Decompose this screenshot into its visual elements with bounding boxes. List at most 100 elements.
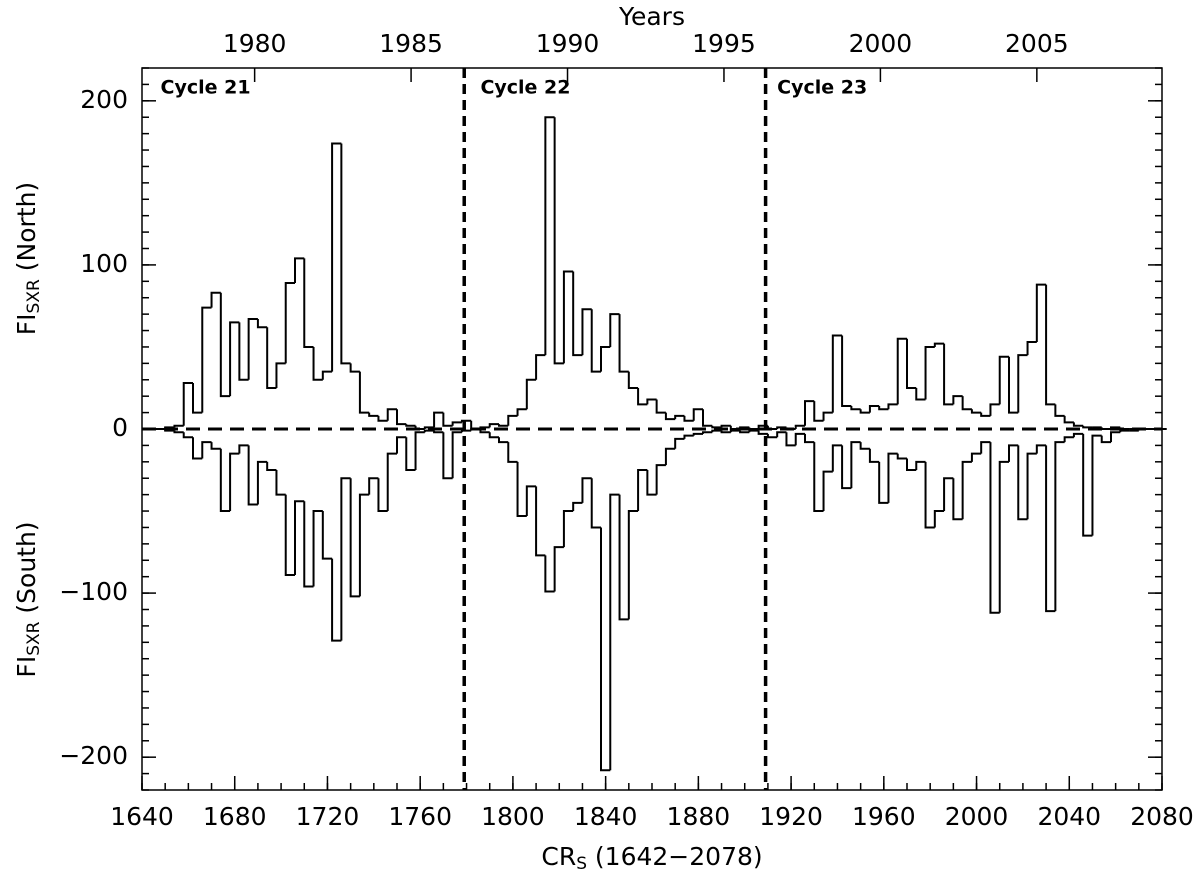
step-segment xyxy=(488,423,499,428)
step-segment xyxy=(266,461,277,472)
step-segment xyxy=(498,437,509,444)
step-segment xyxy=(358,371,370,414)
step-segment xyxy=(173,430,184,434)
step-segment xyxy=(312,346,323,381)
step-segment xyxy=(525,378,537,410)
step-segment xyxy=(739,426,750,429)
step-segment xyxy=(692,432,703,436)
step-segment xyxy=(600,527,611,772)
step-segment xyxy=(562,270,574,364)
step-segment xyxy=(600,345,611,372)
step-segment xyxy=(219,448,231,513)
y-axis-label-north-sub: SXR xyxy=(24,279,44,313)
x-tick-label: 1720 xyxy=(296,802,360,831)
step-segment xyxy=(748,429,759,433)
x2-tick-label: 2000 xyxy=(849,29,913,58)
step-segment xyxy=(396,436,407,454)
x-tick-label: 1880 xyxy=(667,802,731,831)
step-segment xyxy=(850,406,861,411)
y-axis-label-north-suffix: (North) xyxy=(12,182,41,279)
step-segment xyxy=(627,371,639,389)
step-segment xyxy=(562,510,574,548)
step-segment xyxy=(683,434,694,439)
step-segment xyxy=(507,442,518,463)
step-segment xyxy=(1054,441,1065,612)
step-segment xyxy=(646,398,657,405)
step-segment xyxy=(321,370,333,380)
step-segment xyxy=(238,444,249,454)
cycle-label: Cycle 23 xyxy=(777,77,867,99)
step-segment xyxy=(1082,433,1093,537)
step-segment xyxy=(1072,432,1084,438)
step-segment xyxy=(1137,428,1149,431)
y-axis-label-north-main: FI xyxy=(12,313,41,335)
x-tick-label: 1680 xyxy=(203,802,267,831)
y-axis-label-south-suffix: (South) xyxy=(12,521,41,621)
step-segment xyxy=(553,546,564,592)
step-segment xyxy=(349,478,360,598)
step-segment xyxy=(451,421,462,426)
step-segment xyxy=(433,430,444,434)
step-segment xyxy=(748,427,759,430)
step-segment xyxy=(674,414,685,420)
step-segment xyxy=(943,477,954,512)
step-segment xyxy=(609,313,620,347)
step-segment xyxy=(933,342,945,347)
step-segment xyxy=(776,431,787,438)
step-segment xyxy=(553,117,564,365)
x-axis-label-main: CR xyxy=(541,842,576,871)
step-segment xyxy=(841,445,852,490)
step-segment xyxy=(581,308,592,356)
step-segment xyxy=(989,442,1000,614)
step-segment xyxy=(702,431,713,434)
x-axis-label-sub: S xyxy=(576,854,587,874)
x-tick-label: 1960 xyxy=(852,802,916,831)
step-segment xyxy=(804,433,815,444)
step-segment xyxy=(238,322,249,381)
step-segment xyxy=(423,426,435,429)
step-segment xyxy=(451,431,462,479)
step-segment xyxy=(961,396,972,411)
step-segment xyxy=(1082,425,1093,429)
step-segment xyxy=(368,412,379,417)
step-segment xyxy=(1026,452,1037,520)
step-segment xyxy=(757,424,768,429)
step-segment xyxy=(868,448,880,463)
step-segment xyxy=(256,460,268,505)
step-segment xyxy=(822,470,833,512)
step-segment xyxy=(878,406,889,411)
step-segment xyxy=(924,461,935,529)
step-segment xyxy=(952,478,963,521)
step-segment xyxy=(655,464,666,495)
step-segment xyxy=(1008,444,1019,462)
step-segment xyxy=(294,500,305,576)
y-axis-label-north: FISXR (North) xyxy=(12,182,44,335)
step-segment xyxy=(192,437,203,460)
step-segment xyxy=(1045,445,1056,613)
x-tick-label: 1760 xyxy=(388,802,452,831)
step-segment xyxy=(377,415,388,422)
step-segment xyxy=(609,493,620,771)
step-segment xyxy=(915,460,926,471)
step-segment xyxy=(247,445,258,506)
step-segment xyxy=(590,309,601,373)
step-segment xyxy=(729,425,741,430)
step-segment xyxy=(182,382,193,426)
y-tick-label: 200 xyxy=(80,85,128,114)
step-segment xyxy=(637,387,648,406)
step-segment xyxy=(442,412,453,427)
step-segment xyxy=(256,319,268,329)
step-segment xyxy=(303,258,314,348)
step-segment xyxy=(729,429,741,433)
y-tick-label: 0 xyxy=(112,413,128,442)
step-segment xyxy=(470,428,481,431)
step-segment xyxy=(201,306,212,413)
step-segment xyxy=(1119,429,1130,433)
step-segment xyxy=(525,485,537,516)
top-axis-label: Years xyxy=(618,2,685,31)
step-segment xyxy=(386,408,397,421)
step-segment xyxy=(850,441,861,489)
step-segment xyxy=(210,442,221,450)
